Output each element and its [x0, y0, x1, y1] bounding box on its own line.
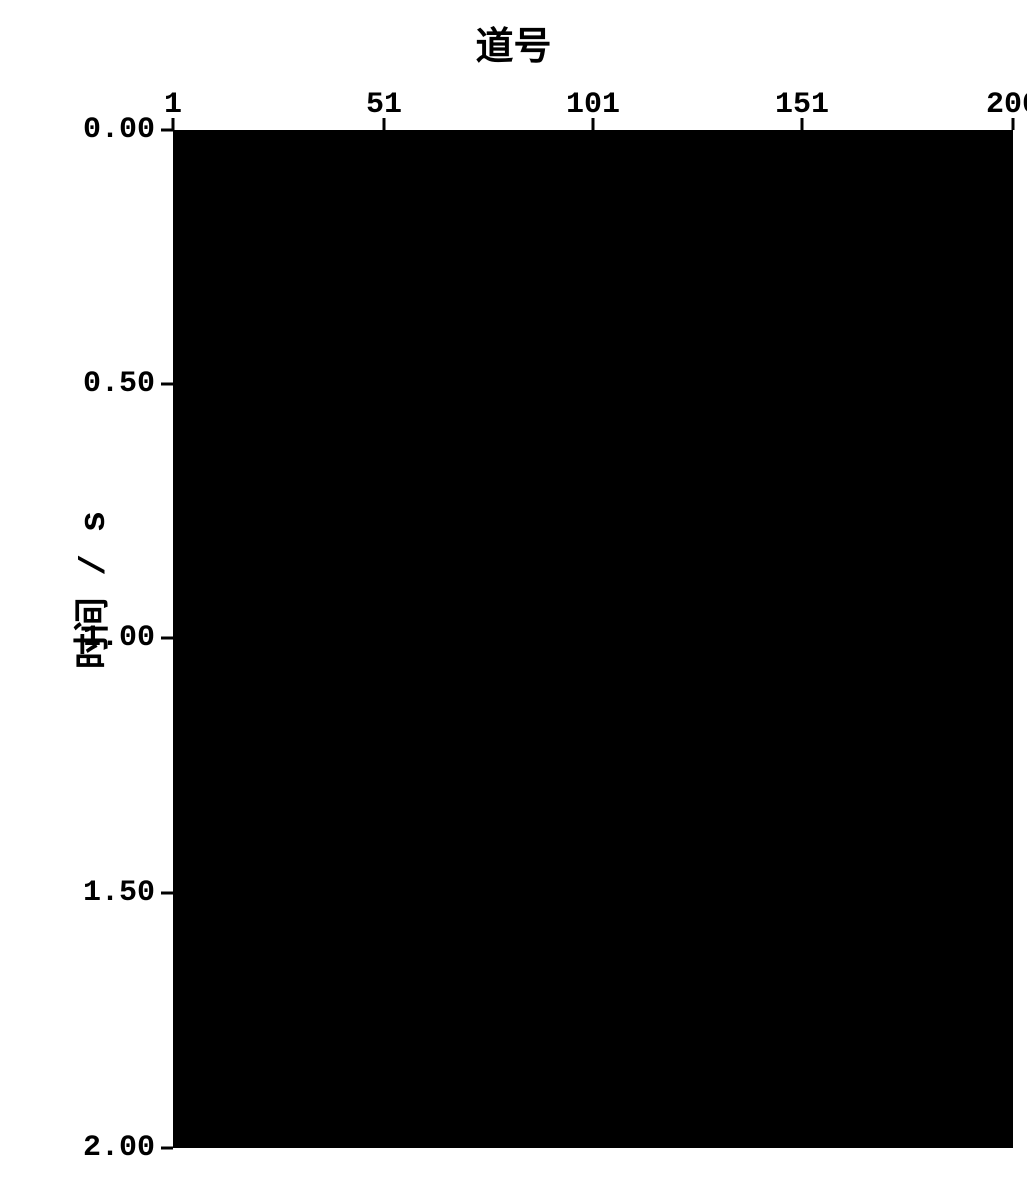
y-tick [161, 383, 173, 386]
y-tick-label: 1.50 [75, 876, 155, 910]
x-tick-label: 200 [986, 88, 1027, 122]
x-axis-title: 道号 [475, 15, 551, 71]
x-tick-label: 151 [775, 88, 829, 122]
y-tick-label: 0.50 [75, 367, 155, 401]
x-tick-label: 101 [566, 88, 620, 122]
x-tick-label: 51 [366, 88, 402, 122]
x-tick [592, 118, 595, 130]
x-tick [383, 118, 386, 130]
x-tick [801, 118, 804, 130]
seismic-chart: 道号 时间 / s 151101151200 0.000.501.001.502… [0, 0, 1027, 1179]
y-tick-label: 2.00 [75, 1131, 155, 1165]
x-tick [1012, 118, 1015, 130]
y-tick [161, 129, 173, 132]
y-tick [161, 1147, 173, 1150]
y-tick-label: 1.00 [75, 621, 155, 655]
y-tick-label: 0.00 [75, 113, 155, 147]
x-tick-label: 1 [164, 88, 182, 122]
plot-area [173, 130, 1013, 1148]
y-tick [161, 892, 173, 895]
y-tick [161, 637, 173, 640]
